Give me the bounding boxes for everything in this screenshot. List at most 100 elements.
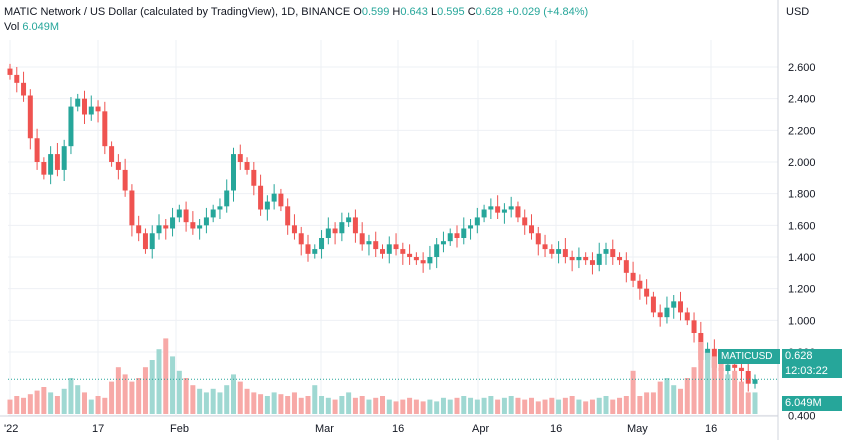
y-tick-label: 2.400 <box>788 94 816 106</box>
candle-body <box>312 249 318 254</box>
volume-bar <box>244 388 250 414</box>
candle-body <box>508 206 514 210</box>
volume-bar <box>319 396 325 414</box>
candle-body <box>738 367 744 371</box>
volume-bar <box>529 397 534 414</box>
candle-body <box>163 225 169 229</box>
candle-body <box>522 217 528 226</box>
candle-body <box>332 228 338 234</box>
volume-bar <box>156 349 162 414</box>
volume-bar <box>27 394 33 414</box>
candle-body <box>644 288 650 297</box>
candle-body <box>501 209 507 213</box>
candle-body <box>732 364 738 368</box>
volume-bar <box>54 396 60 414</box>
candle-body <box>285 206 291 226</box>
volume-bar <box>129 381 135 414</box>
candle-body <box>109 146 115 162</box>
volume-bar <box>589 399 595 414</box>
volume-bar <box>413 399 419 414</box>
candle-body <box>217 206 223 210</box>
volume-bar <box>102 397 108 414</box>
y-tick-label: 2.200 <box>788 125 816 137</box>
candle-body <box>231 154 236 191</box>
y-tick-label: 1.200 <box>788 284 816 296</box>
volume-bar <box>522 399 528 414</box>
volume-bar <box>183 378 189 414</box>
candle-body <box>210 209 216 218</box>
candle-body <box>95 106 101 112</box>
volume-bar <box>664 378 670 414</box>
volume-bar <box>447 399 453 414</box>
candle-body <box>115 162 121 170</box>
volume-bar <box>678 388 683 414</box>
volume-bar <box>481 397 487 414</box>
volume-bar <box>75 385 81 414</box>
candle-body <box>61 146 67 170</box>
volume-bar <box>142 367 148 414</box>
volume-bar <box>251 392 257 414</box>
volume-bar <box>407 397 413 414</box>
x-tick-label: 16 <box>392 423 404 435</box>
candle-body <box>224 190 230 207</box>
volume-bar <box>224 385 230 414</box>
volume-bar <box>217 392 223 414</box>
candle-body <box>657 312 663 318</box>
x-tick-label: '22 <box>4 423 18 435</box>
candle-body <box>264 201 270 210</box>
open-value: 0.599 <box>361 6 390 18</box>
volume-bar <box>569 396 575 414</box>
candle-body <box>366 241 372 245</box>
candle-body <box>495 206 501 213</box>
candle-body <box>68 106 74 147</box>
candle-body <box>684 312 690 321</box>
candle-body <box>183 209 189 223</box>
volume-bar <box>515 397 521 414</box>
candle-body <box>176 209 182 218</box>
candle-body <box>271 193 277 202</box>
volume-bar <box>596 397 602 414</box>
candle-body <box>650 296 656 313</box>
candle-body <box>474 217 480 226</box>
volume-bar <box>576 399 582 414</box>
volume-bar <box>339 396 345 414</box>
symbol-title: MATIC Network / US Dollar (calculated by… <box>4 6 351 18</box>
candle-body <box>203 217 209 226</box>
candle-body <box>278 193 284 207</box>
volume-bar <box>556 399 562 414</box>
candle-body <box>142 233 148 250</box>
volume-bar <box>237 381 243 414</box>
y-tick-label: 1.800 <box>788 189 816 201</box>
candle-body <box>637 280 643 289</box>
volume-bar <box>291 392 297 414</box>
volume-bar <box>190 385 196 414</box>
volume-bar <box>170 356 176 414</box>
x-tick-label: Feb <box>170 423 189 435</box>
price-axis-title: USD <box>786 6 810 18</box>
candle-body <box>352 217 358 234</box>
volume-bar <box>176 370 182 414</box>
volume-bar <box>278 394 284 414</box>
candle-body <box>359 233 365 245</box>
candle-body <box>291 225 297 234</box>
volume-bar <box>271 392 277 414</box>
volume-bar <box>210 388 216 414</box>
volume-bar <box>366 399 372 414</box>
y-tick-label: 1.600 <box>788 220 816 232</box>
volume-bar <box>508 396 514 414</box>
candle-body <box>170 217 176 229</box>
candle-body <box>386 244 392 254</box>
volume-bar <box>603 396 609 414</box>
volume-bar <box>434 401 440 414</box>
candle-body <box>339 222 345 234</box>
volume-bar <box>197 388 203 414</box>
candle-body <box>481 209 487 218</box>
volume-bar <box>68 378 74 414</box>
candle-body <box>34 138 40 162</box>
volume-bar <box>542 399 548 414</box>
volume-bar <box>698 342 704 414</box>
candle-body <box>583 257 589 261</box>
volume-bar <box>637 396 643 414</box>
candle-body <box>190 222 196 229</box>
